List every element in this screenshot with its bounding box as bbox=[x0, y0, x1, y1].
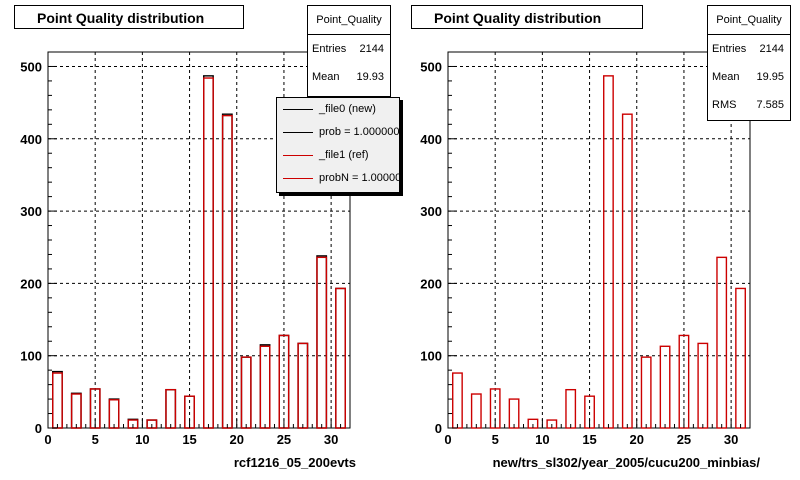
right-ytick-label-1: 100 bbox=[420, 349, 442, 364]
right-stats-entries-value: 2144 bbox=[759, 43, 784, 55]
legend-swatch-file0 bbox=[283, 109, 313, 110]
left-legend: _file0 (new) prob = 1.000000 _file1 (ref… bbox=[276, 97, 400, 193]
legend-entry-prob: prob = 1.000000 bbox=[277, 121, 399, 144]
legend-entry-file1: _file1 (ref) bbox=[277, 144, 399, 167]
left-stats-title: Point_Quality bbox=[308, 6, 390, 35]
left-ytick-label-1: 100 bbox=[20, 349, 42, 364]
right-ytick-label-2: 200 bbox=[420, 276, 442, 291]
left-ytick-label-2: 200 bbox=[20, 276, 42, 291]
left-x-axis-label: rcf1216_05_200evts bbox=[233, 455, 356, 470]
right-stats-entries-label: Entries bbox=[712, 43, 747, 55]
right-stats-mean-label: Mean bbox=[712, 71, 740, 83]
left-xtick-label-2: 10 bbox=[135, 432, 149, 447]
right-xtick-label-5: 25 bbox=[677, 432, 691, 447]
left-stats-mean-value: 19.93 bbox=[356, 71, 384, 83]
legend-label-probN: probN = 1.000000 bbox=[319, 172, 400, 184]
right-chart-title-text: Point Quality distribution bbox=[434, 10, 602, 26]
right-stats-rms-label: RMS bbox=[712, 99, 737, 111]
left-chart-panel: 0 5 10 15 20 25 30 0 100 200 300 400 500 Point Quali… bbox=[0, 0, 400, 480]
right-ytick-label-0: 0 bbox=[435, 421, 442, 436]
legend-label-file1: _file1 (ref) bbox=[319, 149, 369, 161]
left-xtick-label-5: 25 bbox=[277, 432, 291, 447]
left-stats-entries-label: Entries bbox=[312, 43, 347, 55]
right-xtick-label-4: 20 bbox=[630, 432, 644, 447]
right-stats-mean-row: Mean 19.95 bbox=[708, 63, 790, 91]
left-xtick-label-0: 0 bbox=[44, 432, 51, 447]
left-stats-entries-row: Entries 2144 bbox=[308, 35, 390, 63]
right-ytick-label-3: 300 bbox=[420, 204, 442, 219]
left-chart-title: Point Quality distribution bbox=[14, 5, 244, 29]
right-xtick-label-1: 5 bbox=[492, 432, 499, 447]
left-ytick-label-3: 300 bbox=[20, 204, 42, 219]
left-ytick-label-5: 500 bbox=[20, 59, 42, 74]
right-ytick-label-5: 500 bbox=[420, 59, 442, 74]
right-chart-title: Point Quality distribution bbox=[411, 5, 643, 29]
left-stats-mean-label: Mean bbox=[312, 71, 340, 83]
left-xtick-label-6: 30 bbox=[324, 432, 338, 447]
legend-label-prob: prob = 1.000000 bbox=[319, 126, 400, 138]
legend-swatch-prob bbox=[283, 132, 313, 133]
right-ytick-label-4: 400 bbox=[420, 132, 442, 147]
left-chart-title-text: Point Quality distribution bbox=[37, 10, 205, 26]
right-stats-entries-row: Entries 2144 bbox=[708, 35, 790, 63]
right-plot-frame bbox=[447, 51, 751, 429]
right-stats-rms-row: RMS 7.585 bbox=[708, 91, 790, 119]
right-stats-mean-value: 19.95 bbox=[756, 71, 784, 83]
right-stats-box: Point_Quality Entries 2144 Mean 19.95 RM… bbox=[707, 5, 791, 121]
right-xtick-label-6: 30 bbox=[724, 432, 738, 447]
legend-label-file0: _file0 (new) bbox=[319, 103, 376, 115]
right-chart-panel: 0 5 10 15 20 25 30 0 100 200 300 400 500 Point Quali… bbox=[400, 0, 798, 480]
right-stats-rms-value: 7.585 bbox=[756, 99, 784, 111]
right-xtick-label-2: 10 bbox=[535, 432, 549, 447]
right-stats-title: Point_Quality bbox=[708, 6, 790, 35]
left-stats-box: Point_Quality Entries 2144 Mean 19.93 bbox=[307, 5, 391, 97]
left-stats-mean-row: Mean 19.93 bbox=[308, 63, 390, 91]
left-xtick-label-1: 5 bbox=[92, 432, 99, 447]
legend-entry-file0: _file0 (new) bbox=[277, 98, 399, 121]
left-xtick-label-3: 15 bbox=[182, 432, 196, 447]
right-xtick-label-0: 0 bbox=[444, 432, 451, 447]
right-x-axis-label: new/trs_sl302/year_2005/cucu200_minbias/ bbox=[492, 455, 760, 470]
right-xtick-label-3: 15 bbox=[582, 432, 596, 447]
legend-entry-probN: probN = 1.000000 bbox=[277, 167, 399, 190]
left-ytick-label-4: 400 bbox=[20, 132, 42, 147]
left-ytick-label-0: 0 bbox=[35, 421, 42, 436]
left-xtick-label-4: 20 bbox=[230, 432, 244, 447]
legend-swatch-file1 bbox=[283, 155, 313, 156]
left-stats-entries-value: 2144 bbox=[359, 43, 384, 55]
legend-swatch-probN bbox=[283, 178, 313, 179]
